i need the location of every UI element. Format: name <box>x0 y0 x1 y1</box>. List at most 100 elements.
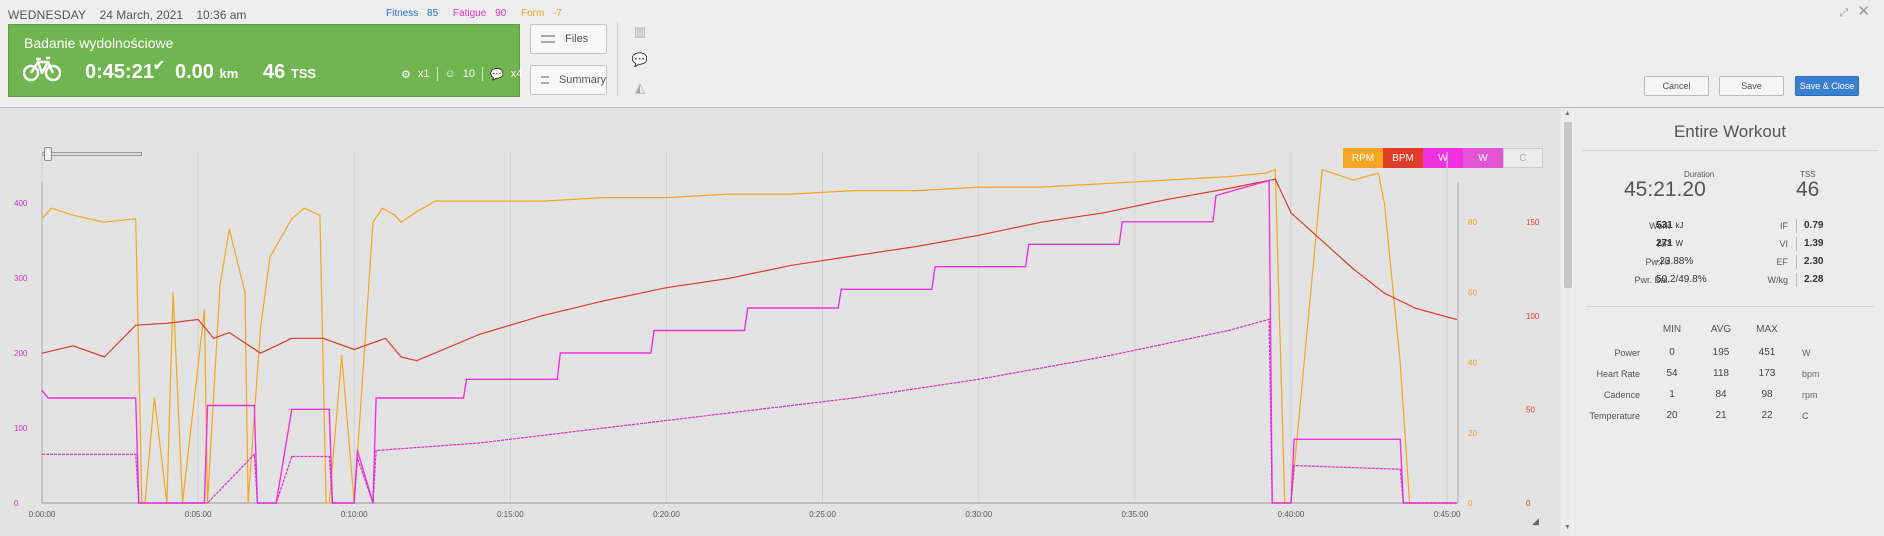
chart-scrollbar[interactable]: ▲ ▼ <box>1561 108 1575 536</box>
data-point <box>462 397 465 399</box>
scroll-up-arrow-icon[interactable]: ▲ <box>1564 110 1571 117</box>
data-point <box>1103 212 1105 214</box>
wkg-label: W/kg <box>1767 275 1788 285</box>
data-point <box>790 193 793 195</box>
power-min: 0 <box>1669 347 1675 358</box>
pwhr-label: Pw:Hr <box>1645 257 1671 267</box>
data-point <box>1025 266 1027 268</box>
data-point <box>291 455 293 458</box>
data-point <box>291 408 293 410</box>
data-point <box>1399 362 1401 364</box>
save-and-close-button[interactable]: Save & Close <box>1795 76 1859 96</box>
equipment-icon[interactable]: ⚙ <box>401 68 411 81</box>
data-point <box>603 427 605 429</box>
data-point <box>1274 169 1276 171</box>
data-point <box>256 502 258 504</box>
y-left-tick-label: 200 <box>14 349 28 358</box>
data-point <box>934 266 936 268</box>
data-point <box>728 412 730 414</box>
data-point <box>478 200 480 202</box>
separator <box>481 67 483 81</box>
separator <box>1796 273 1797 287</box>
resize-corner-icon[interactable]: ◢ <box>1532 516 1539 526</box>
data-point <box>325 502 327 504</box>
data-point <box>253 404 255 407</box>
save-button[interactable]: Save <box>1719 76 1784 96</box>
data-point <box>747 307 749 309</box>
data-point <box>728 277 730 279</box>
data-point <box>1121 221 1123 223</box>
y-bpm-tick-label: 0 <box>1526 499 1531 508</box>
close-icon[interactable]: ✕ <box>1857 3 1870 20</box>
cadence-avg: 84 <box>1715 389 1727 400</box>
data-point <box>1293 438 1295 440</box>
data-point <box>853 397 855 399</box>
y-bpm-tick-label: 50 <box>1526 405 1535 414</box>
feel-value: 10 <box>462 68 475 80</box>
data-point <box>1384 204 1386 206</box>
data-point <box>840 288 842 290</box>
files-button[interactable]: Files <box>530 24 607 54</box>
col-min-header: MIN <box>1662 324 1682 335</box>
y-rpm-tick-label: 0 <box>1468 499 1473 508</box>
feel-smiley-icon[interactable]: ☺ <box>444 68 456 80</box>
bar-chart-icon[interactable]: ▥ <box>633 24 647 39</box>
comment-bubble-icon[interactable]: 💬 <box>631 52 649 67</box>
work-number: 531 <box>1656 220 1673 231</box>
np-value: 271 W <box>1656 238 1683 249</box>
data-point <box>394 214 396 216</box>
zoom-slider-handle[interactable] <box>44 147 52 161</box>
data-point <box>50 207 53 209</box>
workout-summary-card[interactable]: Badanie wydolnościowe 0:45:21 ✔ 0.00 km … <box>8 24 522 97</box>
data-point <box>1352 179 1354 181</box>
scroll-down-arrow-icon[interactable]: ▼ <box>1564 524 1571 531</box>
cancel-button[interactable]: Cancel <box>1644 76 1709 96</box>
data-point <box>556 378 558 380</box>
y-left-tick-label: 0 <box>14 499 19 508</box>
legend-power-2[interactable]: W <box>1463 148 1503 168</box>
data-point <box>1268 318 1270 320</box>
data-point <box>291 337 293 339</box>
workout-title[interactable]: Badanie wydolnościowe <box>24 35 174 51</box>
summary-label: Summary <box>558 74 606 86</box>
data-point <box>1227 329 1230 332</box>
row-label: Temperature <box>1589 411 1640 421</box>
data-point <box>837 307 839 309</box>
data-point <box>653 329 655 332</box>
pwhr-value: -23.88% <box>1656 256 1694 267</box>
time-label: 10:36 am <box>196 8 247 22</box>
data-point <box>219 284 221 286</box>
legend-temperature[interactable]: C <box>1503 148 1543 168</box>
data-point <box>1103 356 1105 358</box>
data-point <box>1290 212 1292 214</box>
data-point <box>213 337 215 339</box>
x-tick-label: 0:45:00 <box>1434 510 1461 519</box>
data-point <box>72 214 74 216</box>
power-unit: W <box>1802 348 1811 358</box>
np-number: 271 <box>1656 238 1673 249</box>
data-point <box>303 207 305 209</box>
data-point <box>1165 199 1167 201</box>
data-point <box>541 200 543 202</box>
data-point <box>1040 186 1042 188</box>
temp-unit: C <box>1802 411 1809 421</box>
chart-area <box>0 108 1560 536</box>
legend-rpm[interactable]: RPM <box>1343 148 1383 168</box>
legend-power[interactable]: W <box>1423 148 1463 168</box>
data-point <box>1274 178 1276 180</box>
workout-chart[interactable]: 0:00:00 0:05:00 0:10:00 0:15:00 0:20:00 0:25:… <box>0 108 1560 536</box>
data-point <box>1399 468 1401 470</box>
data-point <box>319 214 321 216</box>
expand-icon[interactable]: ⤢ <box>1839 7 1849 19</box>
workout-header: Wednesday 24 March, 2021 10:36 am Fitnes… <box>0 0 1884 108</box>
scrollbar-thumb[interactable] <box>1564 122 1572 288</box>
legend-bpm[interactable]: BPM <box>1383 148 1423 168</box>
data-point <box>1215 194 1217 197</box>
comments-icon[interactable]: 💬 <box>489 68 504 81</box>
summary-button[interactable]: Summary <box>530 65 607 95</box>
chart-series <box>41 169 1457 504</box>
temp-avg: 21 <box>1715 410 1727 421</box>
form-value: -7 <box>553 8 562 19</box>
data-point <box>428 204 430 206</box>
area-chart-icon[interactable]: ◭ <box>635 80 645 95</box>
